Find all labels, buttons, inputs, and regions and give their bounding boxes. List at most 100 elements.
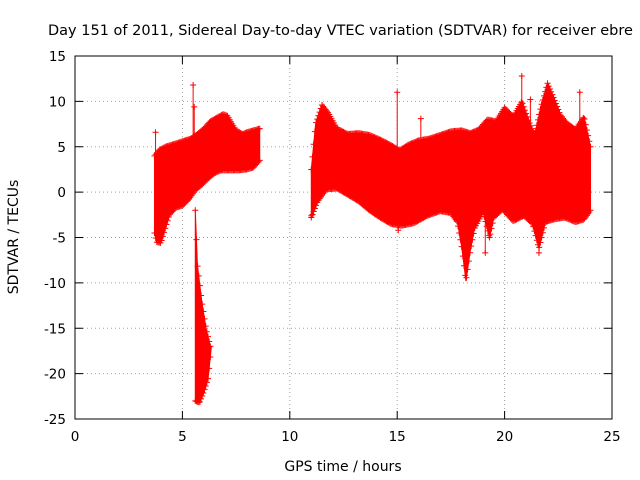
- data-point: [484, 227, 491, 234]
- data-point: [311, 128, 318, 135]
- data-point: [585, 132, 592, 139]
- data-point: [521, 107, 528, 114]
- data-point: [256, 125, 263, 132]
- data-point: [487, 231, 494, 238]
- data-point: [308, 212, 315, 219]
- data-point: [313, 119, 320, 126]
- data-point: [195, 272, 202, 279]
- data-point: [539, 229, 546, 236]
- data-point: [206, 365, 213, 372]
- plot-frame: [74, 55, 613, 420]
- data-point: [466, 249, 473, 256]
- y-axis-label: SDTVAR / TECUs: [6, 180, 22, 295]
- data-point: [309, 211, 316, 218]
- x-tick-label: 15: [389, 429, 406, 445]
- data-point: [549, 91, 556, 98]
- data-point: [461, 262, 468, 269]
- data-point: [529, 220, 536, 227]
- data-point: [581, 116, 588, 123]
- data-point: [481, 213, 488, 220]
- data-point: [395, 227, 402, 234]
- data-point: [163, 221, 170, 228]
- data-point: [470, 230, 477, 237]
- x-tick-label: 0: [71, 429, 80, 445]
- data-point: [535, 116, 542, 123]
- series-3: [308, 72, 594, 282]
- data-point: [531, 131, 538, 138]
- data-point: [486, 234, 493, 241]
- data-point: [205, 375, 212, 382]
- data-point: [200, 390, 207, 397]
- data-point: [207, 353, 214, 360]
- data-point: [527, 219, 534, 226]
- x-tick-label: 25: [603, 429, 620, 445]
- data-point: [417, 115, 424, 122]
- data-point: [530, 223, 537, 230]
- data-point: [533, 237, 540, 244]
- data-point: [556, 109, 563, 116]
- data-point: [535, 249, 542, 256]
- ticks: 0 5 10 15 20 25 -25 -20 -15 -10 -5 0 5 10 15: [44, 49, 621, 445]
- data-point: [310, 141, 317, 148]
- data-point: [524, 113, 531, 120]
- data-point: [488, 225, 495, 232]
- data-point: [531, 228, 538, 235]
- data-point: [457, 236, 464, 243]
- data-point: [482, 249, 489, 256]
- data-point: [159, 233, 166, 240]
- data-point: [580, 114, 587, 121]
- data-point: [526, 119, 533, 126]
- data-point: [586, 138, 593, 145]
- data-point: [483, 223, 490, 230]
- y-tick-label: 5: [57, 140, 66, 156]
- chart-title: Day 151 of 2011, Sidereal Day-to-day VTE…: [48, 23, 633, 39]
- data-point: [544, 80, 551, 87]
- data-point: [314, 116, 321, 123]
- series-2: [192, 207, 214, 406]
- y-tick-label: 15: [49, 49, 66, 65]
- data-point: [509, 113, 516, 120]
- data-point: [199, 392, 206, 399]
- data-point: [552, 100, 559, 107]
- data-point: [458, 243, 465, 250]
- data-point: [576, 89, 583, 96]
- data-point: [464, 266, 471, 273]
- data-point: [203, 379, 210, 386]
- data-point: [537, 239, 544, 246]
- data-point: [151, 229, 158, 236]
- data-point: [310, 208, 317, 215]
- data-point: [468, 243, 475, 250]
- data-point: [202, 383, 209, 390]
- y-tick-label: -15: [44, 321, 66, 337]
- y-tick-label: 0: [57, 185, 66, 201]
- series-1: [151, 82, 263, 246]
- y-tick-label: 10: [49, 94, 66, 110]
- data-point: [194, 263, 201, 270]
- data-point: [453, 218, 460, 225]
- y-tick-label: -20: [44, 367, 66, 383]
- data-point: [164, 217, 171, 224]
- data-point: [540, 92, 547, 99]
- data-point: [523, 110, 530, 117]
- data-point: [587, 143, 594, 150]
- data-point: [489, 220, 496, 227]
- data-point: [162, 225, 169, 232]
- data-point: [555, 106, 562, 113]
- x-axis-label: GPS time / hours: [284, 459, 401, 475]
- data-point: [255, 158, 262, 165]
- data-point: [538, 101, 545, 108]
- data-point: [542, 88, 549, 95]
- data-point: [533, 122, 540, 129]
- data-point: [205, 333, 212, 340]
- data-point: [536, 111, 543, 118]
- data-point: [582, 121, 589, 128]
- data-point: [201, 386, 208, 393]
- y-tick-label: -25: [44, 412, 66, 428]
- y-tick-label: -10: [44, 276, 66, 292]
- data-point: [548, 88, 555, 95]
- x-tick-label: 20: [496, 429, 513, 445]
- data-point: [200, 308, 207, 315]
- data-point: [459, 253, 466, 260]
- data-point: [519, 100, 526, 107]
